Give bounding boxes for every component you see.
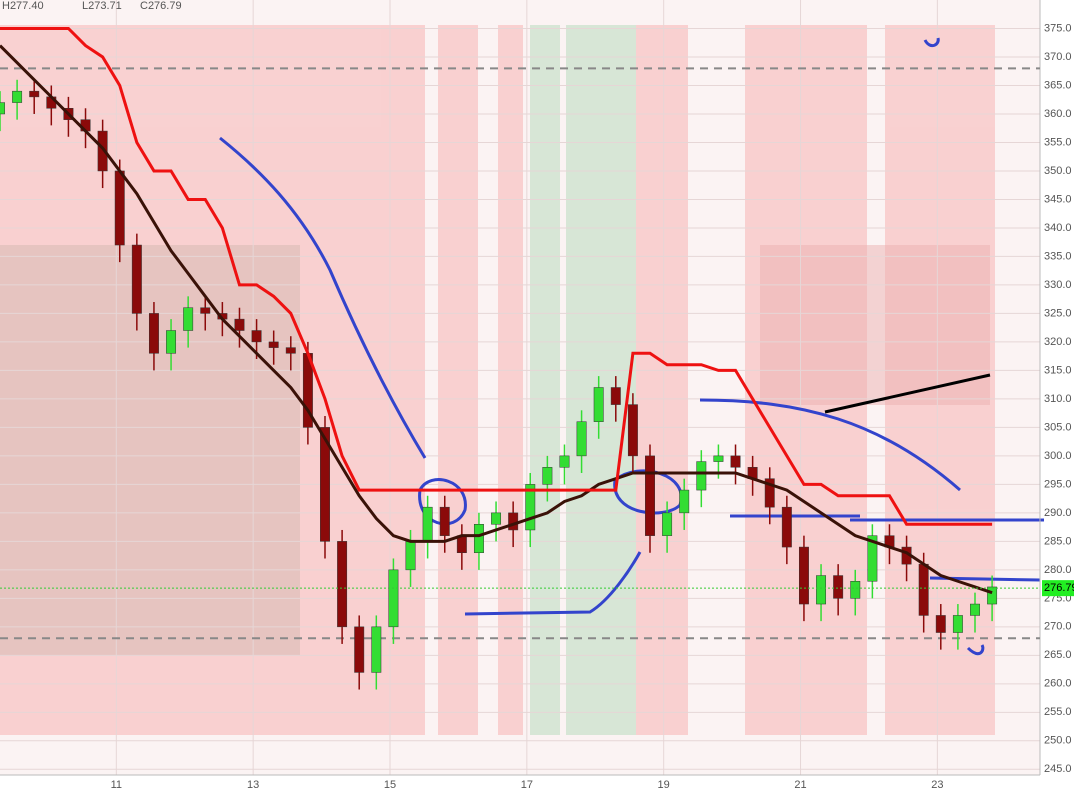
candle-body <box>816 575 827 605</box>
candle-body <box>987 586 998 605</box>
candle-body <box>388 569 399 628</box>
candle-body <box>0 102 5 115</box>
y-tick-label: 325.0 <box>1044 307 1072 319</box>
candle-body <box>371 626 382 673</box>
candle-body <box>508 512 519 531</box>
candle-body <box>918 563 929 616</box>
x-tick-label: 11 <box>111 779 122 791</box>
candle-body <box>354 626 365 673</box>
indicator-line <box>0 26 993 526</box>
y-tick-label: 350.0 <box>1044 165 1072 177</box>
x-tick-label: 17 <box>521 779 533 791</box>
y-tick-label: 345.0 <box>1044 193 1072 205</box>
candle-body <box>268 341 279 348</box>
candle-body <box>798 546 809 605</box>
candle-body <box>131 244 142 314</box>
candle-body <box>952 615 963 633</box>
candle-body <box>662 512 673 536</box>
candle-body <box>576 421 587 457</box>
candle-body <box>867 535 878 582</box>
header: L273.71 <box>82 0 122 12</box>
y-tick-label: 260.0 <box>1044 678 1072 690</box>
candle-body <box>251 330 262 343</box>
y-tick-label: 370.0 <box>1044 51 1072 63</box>
candle-body <box>234 318 245 331</box>
candle-body <box>559 455 570 468</box>
candle-body <box>183 307 194 331</box>
candle-body <box>525 484 536 531</box>
y-tick-label: 315.0 <box>1044 364 1072 376</box>
y-tick-label: 295.0 <box>1044 478 1072 490</box>
y-tick-label: 365.0 <box>1044 79 1072 91</box>
y-tick-label: 360.0 <box>1044 108 1072 120</box>
y-tick-label: 270.0 <box>1044 621 1072 633</box>
candle-body <box>97 130 108 172</box>
y-tick-label: 335.0 <box>1044 250 1072 262</box>
y-tick-label: 250.0 <box>1044 735 1072 747</box>
candle-body <box>320 427 330 542</box>
trend-line <box>824 373 991 414</box>
candle-body <box>29 90 40 98</box>
y-tick-label: 245.0 <box>1044 763 1072 775</box>
candle-body <box>593 387 604 422</box>
candle-body <box>285 347 296 354</box>
candle-body <box>627 404 638 457</box>
x-tick-label: 19 <box>658 779 670 791</box>
last-price-box <box>1042 580 1074 597</box>
y-tick-label: 280.0 <box>1044 564 1072 576</box>
candle-body <box>610 387 621 405</box>
y-tick-label: 375.0 <box>1044 22 1072 34</box>
y-tick-label: 300.0 <box>1044 450 1072 462</box>
x-tick-label: 23 <box>931 779 943 791</box>
hand-drawings <box>219 37 1044 656</box>
candle-body <box>405 541 416 571</box>
candle-body <box>422 506 433 542</box>
y-tick-label: 340.0 <box>1044 222 1072 234</box>
x-tick-label: 13 <box>247 779 259 791</box>
candle-body <box>850 581 861 599</box>
y-tick-label: 265.0 <box>1044 649 1072 661</box>
y-tick-label: 285.0 <box>1044 535 1072 547</box>
candle-body <box>542 467 553 485</box>
indicator-line <box>0 44 993 595</box>
candle-body <box>970 603 980 616</box>
header: H277.40 <box>2 0 44 12</box>
candle-body <box>148 313 159 354</box>
candle-body <box>337 541 348 628</box>
y-tick-label: 330.0 <box>1044 279 1072 291</box>
y-tick-label: 320.0 <box>1044 336 1072 348</box>
candle-body <box>833 575 844 599</box>
candle-body <box>645 455 655 536</box>
x-tick-label: 15 <box>384 779 396 791</box>
candle-body <box>200 307 211 314</box>
y-tick-label: 305.0 <box>1044 421 1072 433</box>
candle-body <box>12 90 23 103</box>
candle-body <box>166 330 177 354</box>
y-tick-label: 355.0 <box>1044 136 1072 148</box>
candle-body <box>730 455 741 468</box>
last-price-label: 276.79 <box>1044 582 1074 594</box>
candle-body <box>764 478 775 508</box>
candle-body <box>713 455 724 462</box>
header: C276.79 <box>140 0 182 12</box>
y-tick-label: 290.0 <box>1044 507 1072 519</box>
y-tick-label: 255.0 <box>1044 706 1072 718</box>
candle-body <box>935 615 946 633</box>
candle-body <box>781 506 792 548</box>
candle-body <box>439 506 450 536</box>
candle-body <box>114 170 125 246</box>
x-tick-label: 21 <box>794 779 806 791</box>
candle-body <box>679 489 690 514</box>
candle-body <box>473 524 484 554</box>
zones <box>0 25 995 735</box>
candle-body <box>491 512 502 525</box>
candle-body <box>696 461 707 491</box>
y-tick-label: 310.0 <box>1044 393 1072 405</box>
